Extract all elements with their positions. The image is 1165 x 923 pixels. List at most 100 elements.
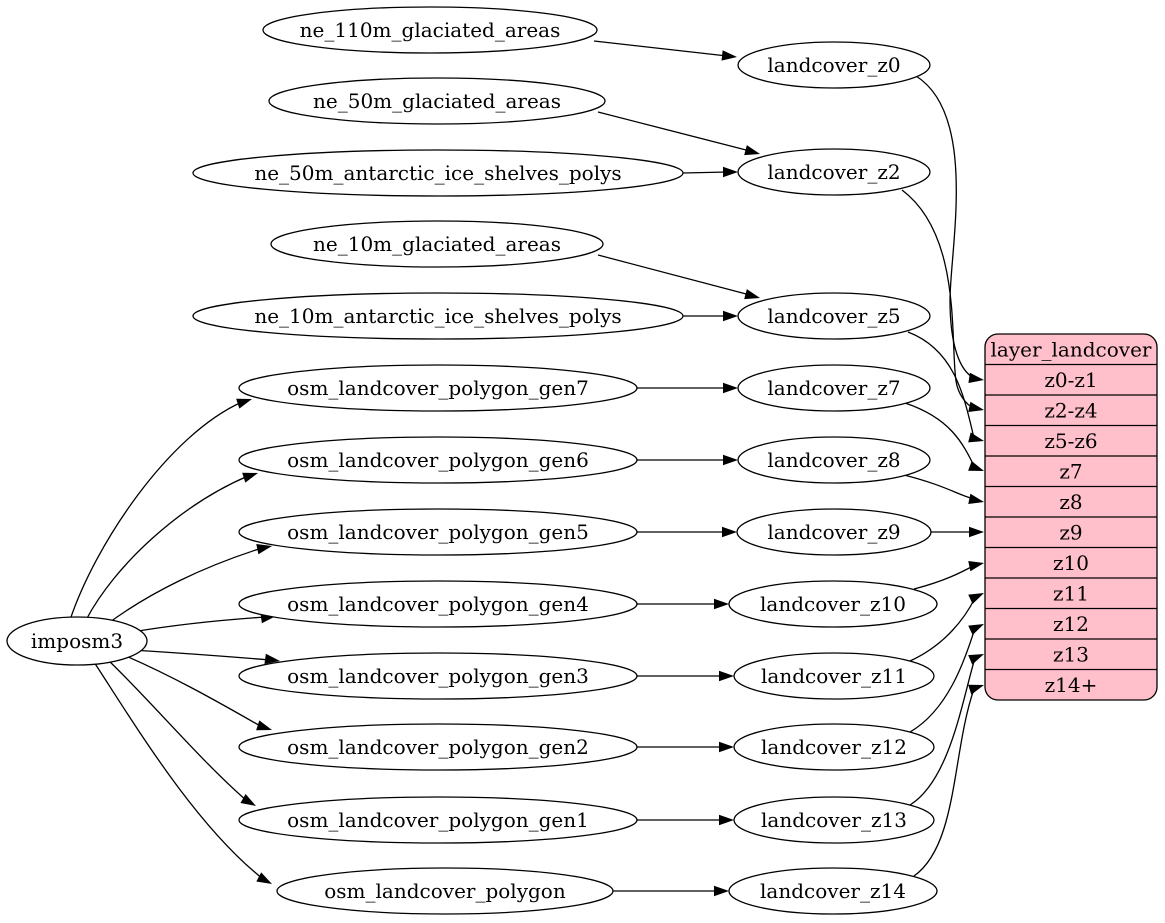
arrowhead-icon — [723, 310, 738, 322]
edge-line — [125, 655, 263, 728]
arrowhead-icon — [236, 398, 252, 409]
node-label: landcover_z11 — [761, 664, 907, 688]
edge-ne_10m_antarctic_ice_shelves_polys-to-landcover_z5 — [683, 310, 738, 322]
arrowhead-icon — [968, 684, 984, 695]
arrowhead-icon — [714, 885, 729, 897]
arrowhead-icon — [968, 372, 984, 384]
edge-osm_landcover_polygon_gen1-to-landcover_z13 — [637, 814, 734, 826]
record-layer_landcover: layer_landcover z0-z1 z2-z4 z5-z6 z7 z8 z9 z10 z… — [984, 333, 1158, 701]
node-label: osm_landcover_polygon_gen4 — [287, 592, 589, 616]
arrowhead-icon — [968, 593, 984, 605]
arrowhead-icon — [722, 526, 737, 538]
node-label: osm_landcover_polygon_gen5 — [287, 520, 589, 544]
arrowhead-icon — [723, 454, 738, 466]
edge-osm_landcover_polygon_gen5-to-landcover_z9 — [637, 526, 737, 538]
node-shape — [276, 867, 614, 915]
node-ne_10m_antarctic_ice_shelves_polys: ne_10m_antarctic_ice_shelves_polys — [192, 292, 684, 340]
edge-line — [909, 627, 976, 733]
node-label: landcover_z8 — [767, 448, 900, 472]
node-imposm3: imposm3 — [6, 616, 148, 666]
node-label: landcover_z10 — [760, 592, 906, 616]
edge-line — [597, 254, 751, 296]
edge-landcover_z9-to-layer_landcover-z9 — [931, 526, 984, 538]
node-shape — [238, 723, 638, 771]
arrowhead-icon — [240, 793, 256, 806]
node-landcover_z11: landcover_z11 — [733, 652, 935, 700]
record-row-z11: z11 — [1053, 581, 1089, 605]
record-row-z8: z8 — [1059, 490, 1082, 514]
arrowhead-icon — [968, 493, 984, 504]
edge-line — [913, 564, 976, 590]
edge-landcover_z7-to-layer_landcover-z7 — [904, 402, 984, 471]
node-ne_50m_glaciated_areas: ne_50m_glaciated_areas — [268, 77, 606, 125]
edge-osm_landcover_polygon_gen4-to-landcover_z10 — [637, 598, 729, 610]
node-label: ne_10m_glaciated_areas — [313, 232, 561, 256]
edge-landcover_z13-to-layer_landcover-z13 — [909, 654, 984, 806]
node-shape — [262, 6, 598, 54]
node-shape — [728, 580, 938, 628]
node-shape — [238, 796, 638, 844]
node-shape — [268, 77, 606, 125]
node-landcover_z2: landcover_z2 — [737, 148, 931, 196]
record-row-z2-z4: z2-z4 — [1044, 398, 1097, 422]
edge-osm_landcover_polygon_gen6-to-landcover_z8 — [637, 454, 738, 466]
node-label: osm_landcover_polygon_gen7 — [287, 376, 589, 400]
arrowhead-icon — [256, 720, 272, 731]
node-landcover_z14: landcover_z14 — [728, 867, 938, 915]
node-shape — [238, 580, 638, 628]
arrowhead-icon — [968, 561, 984, 572]
arrowhead-icon — [968, 654, 984, 665]
node-landcover_z9: landcover_z9 — [736, 508, 932, 556]
edge-line — [131, 616, 267, 633]
node-label: ne_110m_glaciated_areas — [300, 18, 561, 42]
arrowhead-icon — [264, 653, 280, 665]
node-landcover_z10: landcover_z10 — [728, 580, 938, 628]
node-shape — [270, 220, 604, 268]
record-title: layer_landcover — [991, 337, 1152, 361]
arrowhead-icon — [723, 166, 738, 178]
edge-landcover_z0-to-layer_landcover-z0-z1 — [915, 75, 984, 384]
node-label: landcover_z13 — [761, 808, 907, 832]
node-label: landcover_z12 — [761, 735, 907, 759]
node-label: ne_50m_antarctic_ice_shelves_polys — [254, 161, 621, 185]
node-shape — [6, 616, 148, 666]
node-ne_110m_glaciated_areas: ne_110m_glaciated_areas — [262, 6, 598, 54]
arrowhead-icon — [719, 670, 734, 682]
node-landcover_z5: landcover_z5 — [737, 292, 931, 340]
edge-osm_landcover_polygon_gen2-to-landcover_z12 — [637, 741, 734, 753]
edge-line — [107, 659, 248, 802]
arrowhead-icon — [256, 872, 272, 884]
arrowhead-icon — [256, 544, 272, 555]
arrowhead-icon — [723, 382, 738, 394]
record-row-z7: z7 — [1059, 459, 1082, 483]
node-label: osm_landcover_polygon_gen6 — [287, 448, 589, 472]
node-label: osm_landcover_polygon_gen1 — [287, 808, 589, 832]
edge-landcover_z8-to-layer_landcover-z8 — [899, 473, 984, 504]
node-shape — [737, 148, 931, 196]
node-label: landcover_z9 — [767, 520, 900, 544]
node-osm_landcover_polygon_gen6: osm_landcover_polygon_gen6 — [238, 436, 638, 484]
node-osm_landcover_polygon_gen7: osm_landcover_polygon_gen7 — [238, 364, 638, 412]
record-row-z5-z6: z5-z6 — [1044, 429, 1097, 453]
node-label: landcover_z7 — [767, 376, 900, 400]
node-shape — [733, 796, 935, 844]
edge-line — [105, 547, 263, 626]
node-label: osm_landcover_polygon_gen2 — [287, 735, 589, 759]
edge-landcover_z12-to-layer_landcover-z12 — [909, 624, 984, 733]
node-osm_landcover_polygon_gen1: osm_landcover_polygon_gen1 — [238, 796, 638, 844]
arrowhead-icon — [968, 624, 984, 636]
edge-line — [899, 473, 975, 500]
edge-ne_10m_glaciated_areas-to-landcover_z5 — [597, 254, 760, 300]
node-label: osm_landcover_polygon_gen3 — [287, 664, 589, 688]
record-row-z12: z12 — [1053, 612, 1089, 636]
edge-ne_110m_glaciated_areas-to-landcover_z0 — [593, 40, 737, 61]
edge-line — [597, 111, 751, 152]
edge-line — [85, 475, 249, 621]
edge-ne_50m_antarctic_ice_shelves_polys-to-landcover_z2 — [682, 166, 738, 178]
arrowhead-icon — [969, 526, 984, 538]
edge-line — [131, 649, 271, 661]
node-landcover_z8: landcover_z8 — [737, 436, 931, 484]
edge-landcover_z5-to-layer_landcover-z5-z6 — [907, 331, 984, 443]
node-label: landcover_z2 — [767, 160, 900, 184]
